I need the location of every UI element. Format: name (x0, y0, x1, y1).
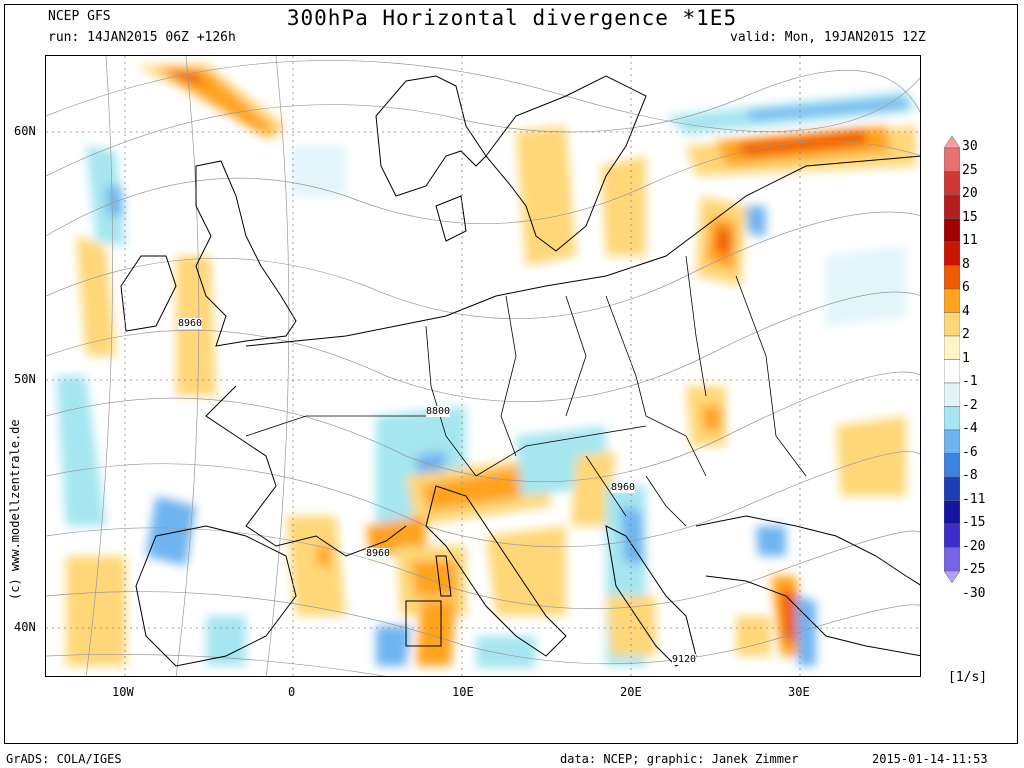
divergence-map: 8960 8800 8960 8960 9120 (45, 55, 921, 677)
colorbar-top-triangle (944, 136, 960, 149)
colorbar-swatch (944, 429, 960, 454)
colorbar-swatch (944, 218, 960, 243)
contour-label: 8960 (178, 318, 203, 329)
colorbar-label: -2 (962, 397, 978, 413)
contour-label: 8800 (426, 406, 451, 417)
colorbar-label: -30 (962, 585, 986, 601)
colorbar-bottom-triangle (944, 570, 960, 584)
colorbar-label: 6 (962, 280, 970, 295)
run-label: run: 14JAN2015 06Z +126h (48, 30, 236, 45)
colorbar-label: 20 (962, 186, 978, 201)
colorbar-label: 4 (962, 303, 970, 319)
colorbar-swatch (944, 171, 960, 196)
valid-label: valid: Mon, 19JAN2015 12Z (730, 30, 926, 45)
lat-label-60n: 60N (14, 124, 36, 138)
lon-label-30e: 30E (788, 685, 810, 699)
colorbar-swatch (944, 265, 960, 290)
colorbar-swatch (944, 406, 960, 431)
divergence-field (56, 64, 916, 668)
footer-credit: data: NCEP; graphic: Janek Zimmer (560, 752, 799, 766)
colorbar-label: -25 (962, 562, 986, 577)
colorbar-label: 8 (962, 256, 970, 272)
colorbar-label: -15 (962, 515, 986, 530)
lat-label-40n: 40N (14, 620, 36, 634)
footer-timestamp: 2015-01-14-11:53 (872, 752, 988, 766)
chart-title: 300hPa Horizontal divergence *1E5 (286, 6, 738, 30)
colorbar-swatch (944, 476, 960, 501)
colorbar-label: 11 (962, 233, 978, 248)
map-canvas (46, 56, 920, 676)
colorbar-label: 25 (962, 162, 978, 178)
colorbar-swatch (944, 241, 960, 266)
colorbar-label: 30 (962, 139, 978, 154)
colorbar-unit: [1/s] (948, 670, 988, 685)
colorbar-label: -11 (962, 491, 986, 507)
colorbar-label: 2 (962, 327, 970, 342)
colorbar-label: -8 (962, 468, 978, 483)
figure-frame (4, 4, 1018, 744)
contour-label: 8960 (366, 548, 391, 559)
coastlines (120, 75, 920, 667)
lon-label-10e: 10E (452, 685, 474, 699)
lon-label-20e: 20E (620, 685, 642, 699)
watermark: (c) www.modellzentrale.de (8, 419, 22, 600)
colorbar (944, 136, 960, 584)
colorbar-swatch (944, 312, 960, 337)
gridlines (46, 56, 920, 676)
colorbar-swatch (944, 335, 960, 360)
lat-label-50n: 50N (14, 372, 36, 386)
colorbar-swatch (944, 288, 960, 313)
colorbar-label: -6 (962, 444, 978, 460)
colorbar-swatch (944, 194, 960, 219)
colorbar-swatch (944, 453, 960, 478)
colorbar-label: -4 (962, 421, 978, 436)
colorbar-swatch (944, 382, 960, 407)
colorbar-label: -20 (962, 538, 986, 554)
colorbar-label: -1 (962, 374, 978, 389)
contour-label: 9120 (672, 654, 697, 665)
lon-label-10w: 10W (112, 685, 134, 699)
colorbar-swatch (944, 359, 960, 384)
colorbar-swatch (944, 547, 960, 572)
lon-label-0: 0 (288, 685, 296, 699)
footer-software: GrADS: COLA/IGES (6, 752, 122, 766)
colorbar-label: 1 (962, 350, 970, 366)
colorbar-swatch (944, 500, 960, 525)
colorbar-swatch (944, 523, 960, 548)
colorbar-label: 15 (962, 209, 978, 225)
colorbar-swatch (944, 147, 960, 172)
contour-label: 8960 (611, 482, 636, 493)
model-label: NCEP GFS (48, 9, 111, 24)
